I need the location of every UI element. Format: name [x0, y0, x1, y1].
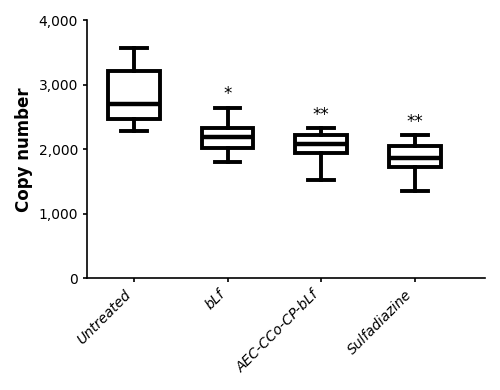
- Text: **: **: [313, 106, 330, 124]
- PathPatch shape: [296, 135, 347, 153]
- PathPatch shape: [202, 128, 254, 147]
- Text: *: *: [224, 85, 232, 103]
- Text: **: **: [406, 113, 423, 131]
- Y-axis label: Copy number: Copy number: [15, 87, 33, 212]
- PathPatch shape: [108, 71, 160, 119]
- PathPatch shape: [389, 146, 440, 167]
